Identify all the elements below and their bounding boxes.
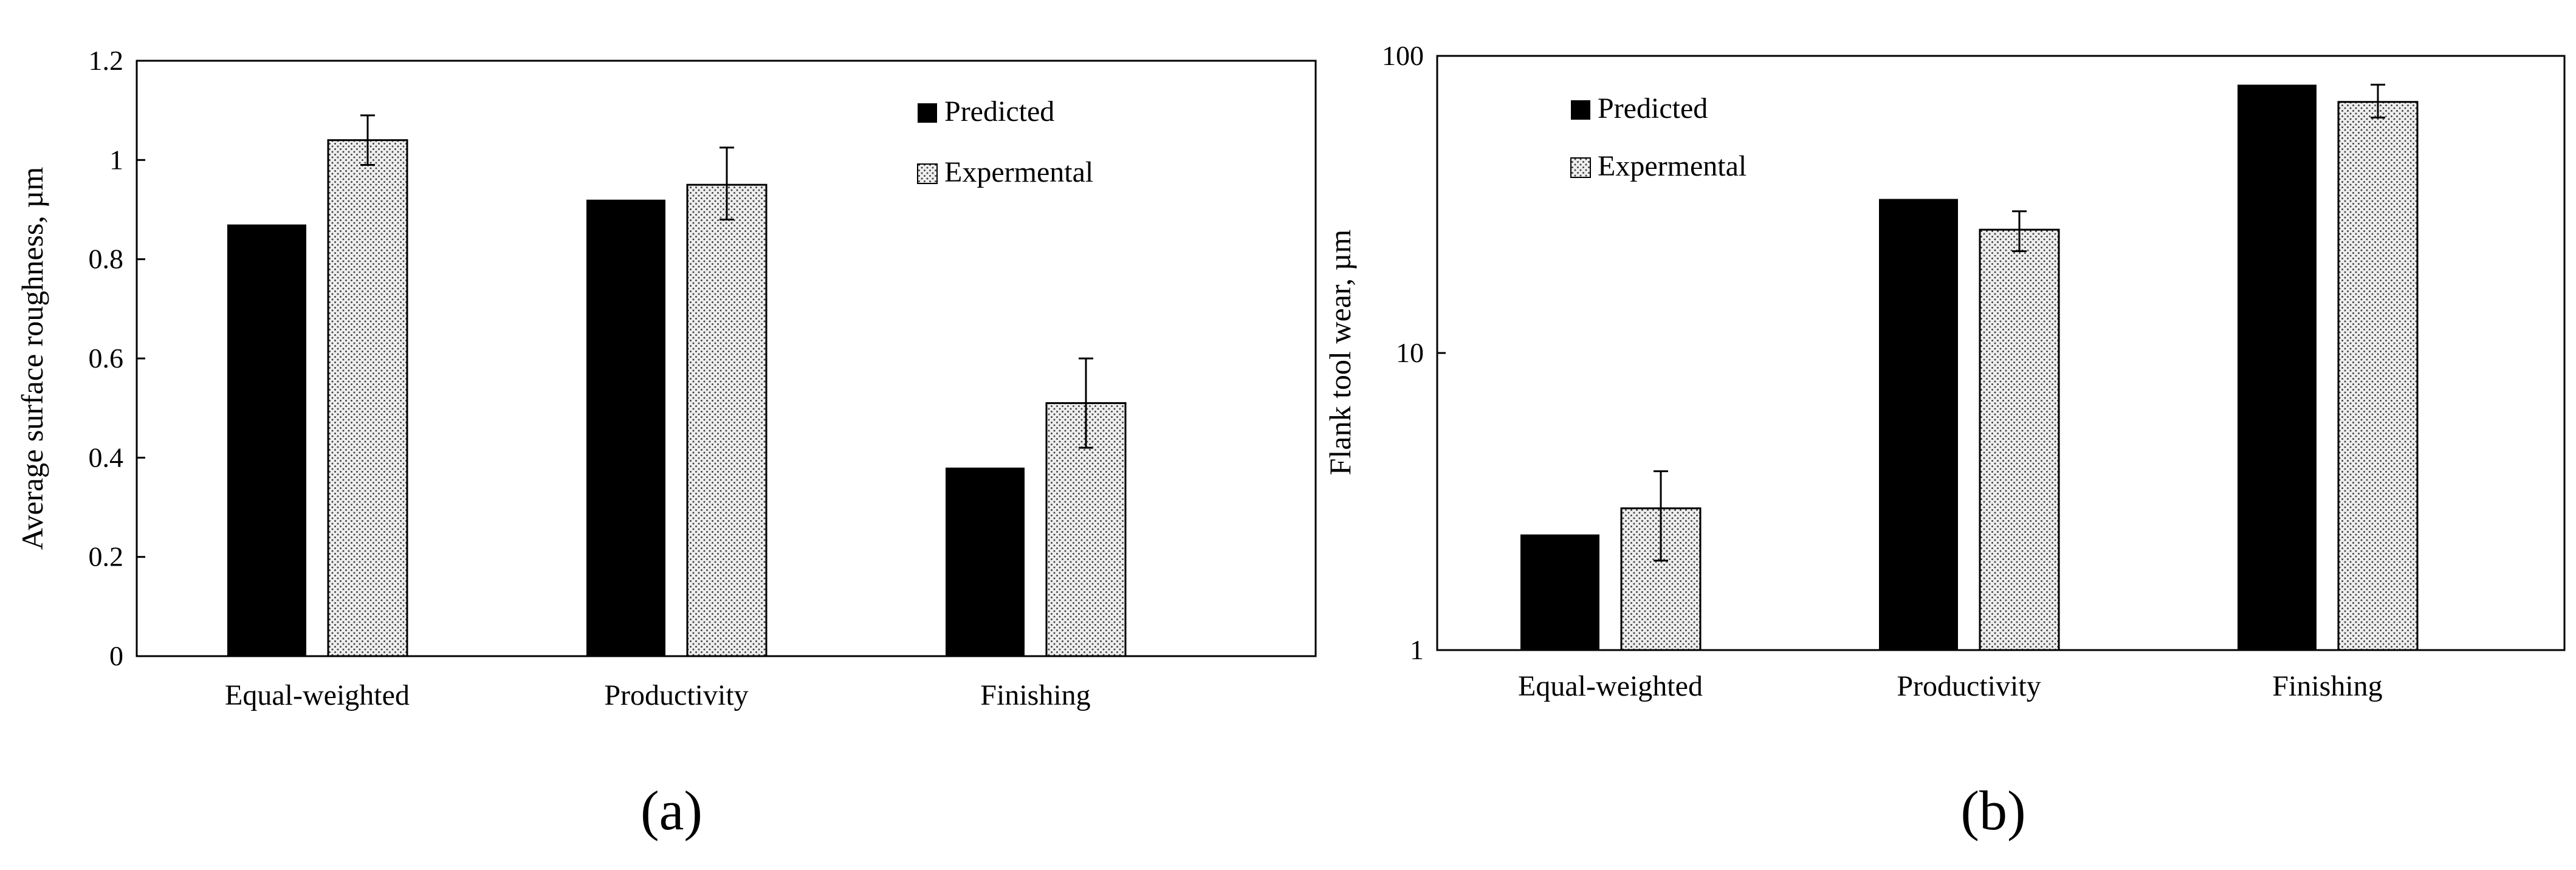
panel-b-bar-predicted bbox=[1879, 199, 1958, 651]
panel-b-legend-swatch-experimental bbox=[1570, 157, 1591, 178]
panel-b-category-label: Productivity bbox=[1897, 670, 2041, 702]
panel-a-bar-experimental bbox=[327, 139, 408, 657]
panel-b-ticks: 1 10 100 bbox=[1382, 40, 1446, 665]
panel-a-y-tick-label: 0 bbox=[109, 640, 123, 671]
panel-b-y-axis-title: Flank tool wear, µm bbox=[1323, 230, 1357, 476]
panel-a-legend-swatch-predicted bbox=[918, 103, 937, 123]
panel-a-bar-experimental bbox=[686, 183, 768, 657]
panel-a-category-label: Equal-weighted bbox=[225, 679, 410, 711]
panel-a-y-tick-label: 0.4 bbox=[89, 442, 124, 473]
panel-a-category-label: Productivity bbox=[604, 679, 748, 711]
panel-b-y-tick-label: 10 bbox=[1396, 337, 1424, 368]
panel-b-y-tick-label: 1 bbox=[1410, 634, 1424, 665]
panel-b-legend: Predicted Expermental bbox=[1570, 92, 1747, 182]
panel-a-legend: Predicted Expermental bbox=[917, 95, 1093, 188]
panel-a-bar-predicted bbox=[586, 199, 665, 657]
panel-a-legend-swatch-experimental bbox=[917, 163, 938, 184]
panel-a-y-tick-label: 1.2 bbox=[89, 45, 124, 76]
panel-b-category-label: Finishing bbox=[2272, 670, 2382, 702]
panel-a-ticks: 0 0.2 0.4 0.6 0.8 1 1.2 bbox=[89, 45, 145, 671]
panel-a-y-tick-label: 0.8 bbox=[89, 244, 124, 275]
panel-b-bar-experimental bbox=[1979, 228, 2060, 651]
panel-b-category-label: Equal-weighted bbox=[1518, 670, 1703, 702]
panel-a-y-tick-label: 1 bbox=[109, 144, 123, 175]
panel-b-bar-experimental bbox=[2337, 101, 2419, 651]
panel-a-bar-predicted bbox=[227, 224, 306, 656]
panel-a-y-axis-title: Average surface roughness, µm bbox=[15, 167, 49, 550]
panel-a-y-tick-label: 0.2 bbox=[89, 541, 124, 572]
panel-b-legend-swatch-predicted bbox=[1571, 100, 1590, 120]
panel-a-bar-predicted bbox=[946, 467, 1025, 656]
panel-a-category-label: Finishing bbox=[980, 679, 1090, 711]
panel-b-bars: Equal-weighted Productivity Finishing bbox=[1518, 83, 2419, 702]
panel-b-legend-label-predicted: Predicted bbox=[1598, 92, 1708, 125]
chart-panel-b: Equal-weighted Productivity Finishing 1101… bbox=[1323, 40, 2566, 841]
panel-a-legend-label-predicted: Predicted bbox=[944, 95, 1054, 128]
panel-a-bars: Equal-weighted Productivity Finishing bbox=[225, 114, 1127, 711]
panel-a-label: (a) bbox=[641, 779, 702, 841]
panel-a-y-tick-label: 0.6 bbox=[89, 343, 124, 374]
panel-b-label: (b) bbox=[1960, 779, 2025, 841]
panel-a-legend-label-experimental: Expermental bbox=[944, 156, 1093, 188]
panel-b-y-tick-label: 100 bbox=[1382, 40, 1424, 71]
panel-b-bar-predicted bbox=[1520, 534, 1599, 650]
panel-b-legend-label-experimental: Expermental bbox=[1598, 150, 1747, 182]
chart-panel-a: Equal-weighted Productivity Finishing 0 0.2… bbox=[15, 45, 1317, 841]
panel-b-bar-predicted bbox=[2238, 84, 2317, 651]
